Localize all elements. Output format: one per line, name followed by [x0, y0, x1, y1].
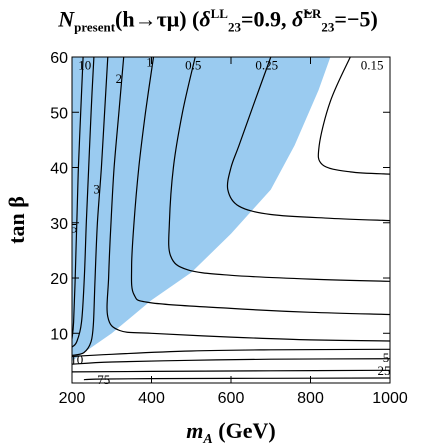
contour-line-3	[106, 57, 390, 342]
title-delta2: δ̃	[292, 6, 304, 32]
contour-label-7: 0.15	[361, 57, 384, 72]
contour-label-6: 0.25	[255, 57, 278, 72]
title-value1: =0.9,	[240, 6, 293, 32]
contour-label-2: 3	[93, 182, 100, 197]
contour-line-8	[72, 348, 390, 358]
axis-ticks-layer: 200 400 600 800 1000 10 20 30 40 50 60	[50, 50, 408, 407]
y-tick-label-3: 40	[50, 161, 68, 178]
title-n: N	[58, 6, 75, 32]
title-delta2-sub: 23	[321, 19, 335, 35]
title-n-subscript: present	[74, 19, 116, 35]
contour-label-1: 5	[71, 220, 78, 235]
contour-line-5	[168, 57, 390, 282]
contour-line-11	[83, 377, 390, 381]
contour-label-4: 1	[146, 55, 153, 70]
title-delta2-sup: LR	[303, 6, 322, 21]
chart-title: Npresent(h→τμ) (δLL23=0.9, δ̃LR23=−5)	[0, 6, 436, 36]
y-tick-label-1: 20	[50, 271, 68, 288]
contour-label-3: 2	[116, 71, 123, 86]
contour-label-0: 10	[78, 57, 91, 72]
x-tick-label-0: 200	[59, 390, 86, 407]
excluded-region	[72, 57, 331, 383]
title-delta1-sub: 23	[227, 19, 241, 35]
contour-label-8: 10	[70, 352, 83, 367]
contour-label-9: 5	[383, 350, 390, 365]
y-tick-label-4: 50	[50, 105, 68, 122]
title-value2: =−5)	[334, 6, 378, 32]
contour-line-6	[226, 57, 390, 222]
contour-label-11: 75	[97, 372, 110, 387]
title-delta1: δ	[199, 6, 211, 32]
contour-label-5: 0.5	[185, 57, 201, 72]
x-tick-label-4: 1000	[372, 390, 408, 407]
y-tick-label-0: 10	[50, 326, 68, 343]
x-tick-label-2: 600	[218, 390, 245, 407]
x-tick-label-1: 400	[138, 390, 165, 407]
contour-line-7	[317, 57, 390, 175]
contour-lines-layer	[72, 57, 390, 381]
contour-line-2	[72, 57, 109, 356]
x-axis-label: mA (GeV)	[186, 418, 275, 446]
y-axis-label: tan β	[4, 196, 29, 244]
contour-line-1	[72, 57, 95, 348]
contour-line-9	[72, 358, 390, 365]
y-tick-label-2: 30	[50, 216, 68, 233]
contour-label-10: 25	[378, 363, 391, 378]
excluded-region-layer	[72, 57, 331, 383]
title-delta1-sup: LL	[210, 6, 228, 21]
contour-line-10	[72, 369, 390, 373]
y-tick-label-5: 60	[50, 50, 68, 67]
title-process: (h→τμ) (	[115, 6, 200, 32]
contour-line-4	[130, 57, 390, 316]
x-tick-label-3: 800	[297, 390, 324, 407]
